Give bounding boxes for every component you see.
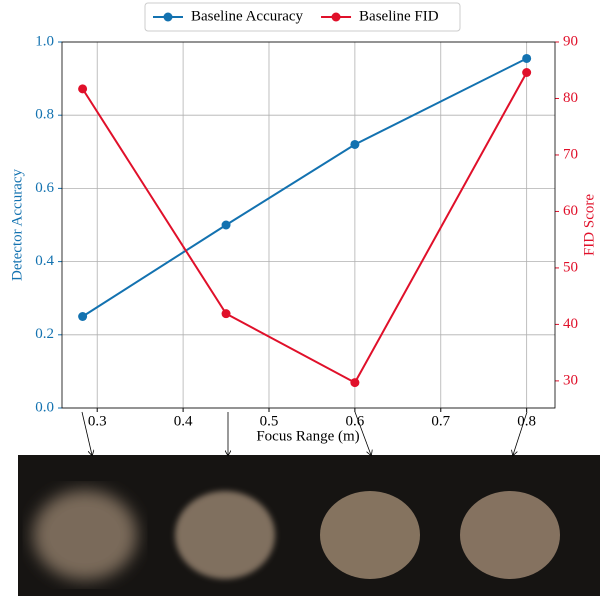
point — [350, 378, 359, 387]
plot-frame — [62, 42, 555, 408]
y-tick-label: 0.4 — [35, 253, 54, 269]
x-tick-label: 0.4 — [174, 413, 193, 429]
y-tick-label: 0.2 — [35, 326, 54, 342]
point — [522, 54, 531, 63]
image-subject — [320, 491, 420, 579]
point — [222, 221, 231, 230]
y-tick-label: 0.0 — [35, 399, 54, 415]
x-tick-label: 0.3 — [88, 413, 107, 429]
x-axis-label: Focus Range (m) — [256, 428, 359, 444]
y2-tick-label: 60 — [563, 203, 578, 219]
y2-tick-label: 70 — [563, 146, 578, 162]
y-tick-label: 0.8 — [35, 107, 54, 123]
point — [350, 140, 359, 149]
x-tick-label: 0.7 — [431, 413, 450, 429]
point — [522, 68, 531, 77]
image-strip — [18, 455, 600, 596]
y2-tick-label: 90 — [563, 33, 578, 49]
legend-label: Baseline FID — [359, 8, 439, 24]
y-tick-label: 1.0 — [35, 33, 54, 49]
y2-tick-label: 30 — [563, 372, 578, 388]
legend-label: Baseline Accuracy — [191, 8, 304, 24]
image-subject — [175, 491, 275, 579]
image-subject — [33, 490, 137, 580]
legend-marker — [164, 13, 173, 22]
y2-axis-label: FID Score — [581, 194, 597, 256]
y-tick-label: 0.6 — [35, 180, 54, 196]
x-tick-label: 0.5 — [260, 413, 279, 429]
x-tick-label: 0.6 — [346, 413, 365, 429]
y2-tick-label: 50 — [563, 259, 578, 275]
series-line — [83, 73, 527, 383]
y2-tick-label: 40 — [563, 316, 578, 332]
image-subject — [460, 491, 560, 579]
point — [222, 309, 231, 318]
x-tick-label: 0.8 — [517, 413, 536, 429]
series-line — [83, 58, 527, 316]
point — [78, 84, 87, 93]
y2-tick-label: 80 — [563, 90, 578, 106]
legend-marker — [332, 13, 341, 22]
y-axis-label: Detector Accuracy — [9, 168, 25, 281]
point — [78, 312, 87, 321]
chart: Focus Range (m) Detector Accuracy FID Sc… — [0, 0, 600, 596]
